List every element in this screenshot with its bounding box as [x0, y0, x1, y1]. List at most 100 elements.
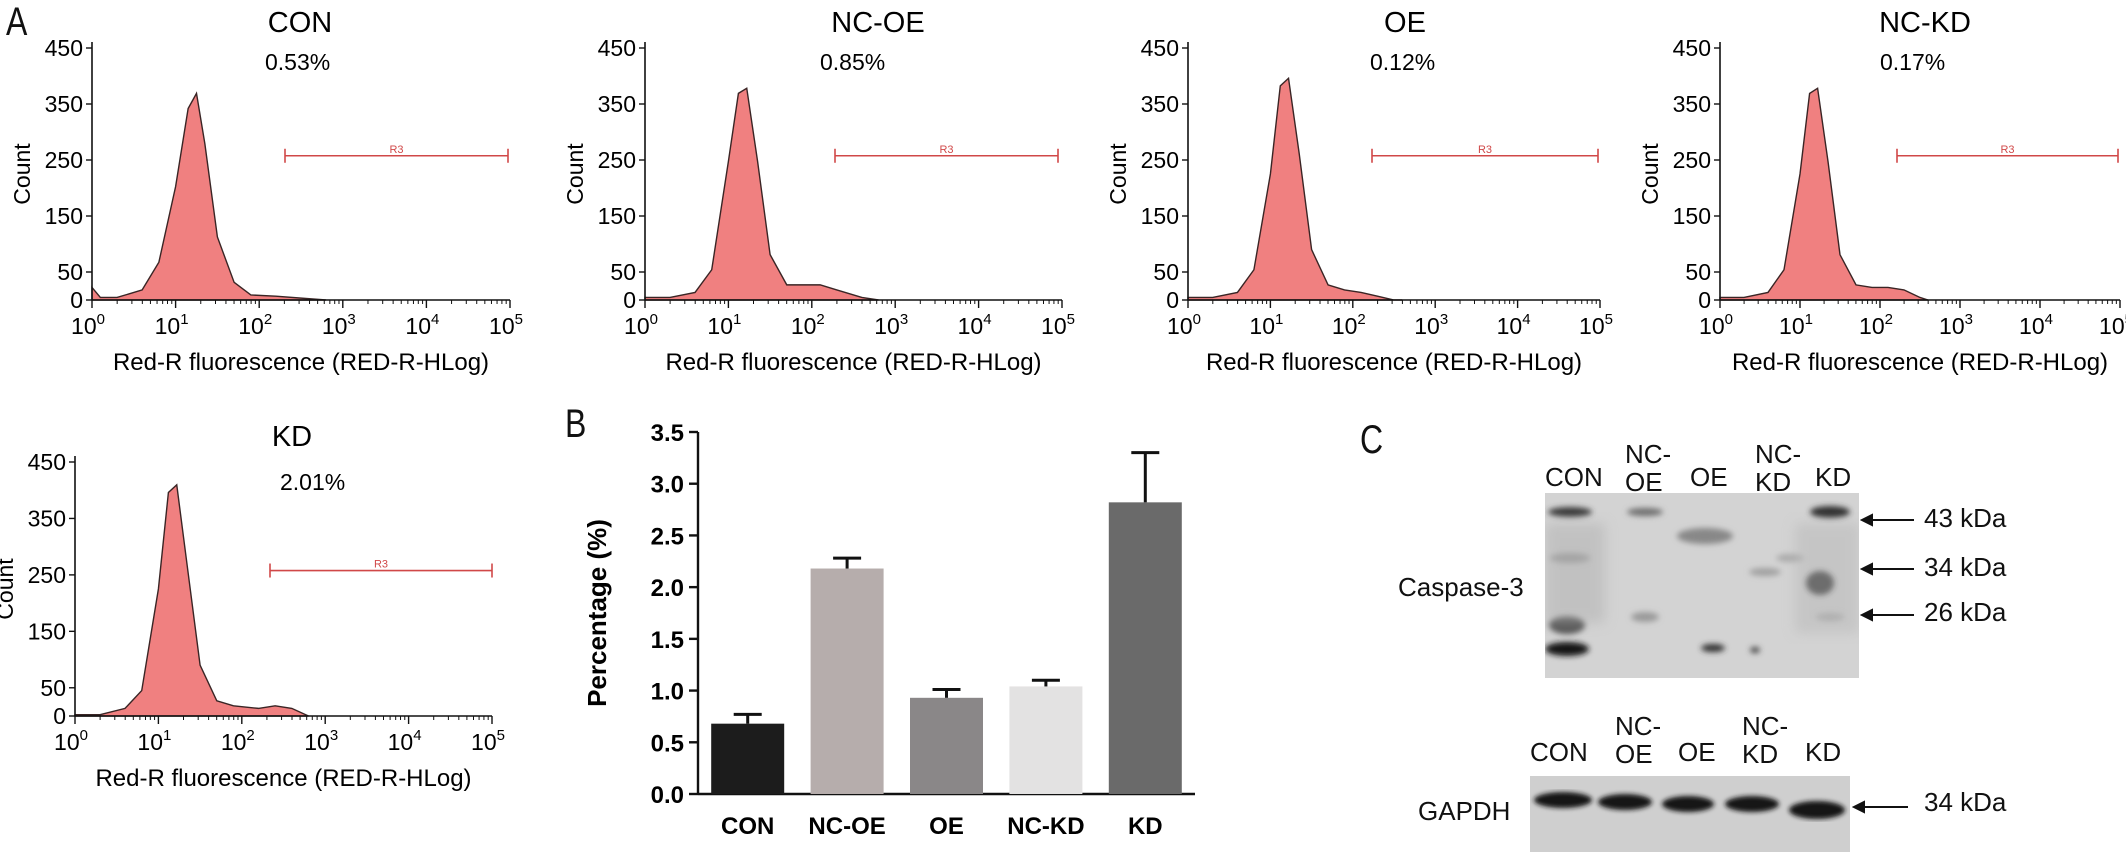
y-tick-label: 150: [45, 203, 83, 229]
panel-label-b: B: [565, 402, 587, 446]
bar-y-tick-label: 3.5: [651, 420, 684, 447]
bar-con: [711, 723, 785, 794]
x-tick-exponent: 4: [1522, 311, 1530, 328]
x-tick-exponent: 5: [1067, 311, 1075, 328]
y-tick-label: 250: [45, 147, 83, 173]
gate-label: R3: [939, 144, 953, 156]
x-axis-label: Red-R fluorescence (RED-R-HLog): [95, 765, 471, 792]
gapdh-lane-label-oe: OE: [1678, 737, 1716, 767]
x-tick-exponent: 1: [733, 311, 741, 328]
bar-nc-kd: [1009, 686, 1083, 794]
bar-y-tick-label: 1.5: [651, 627, 684, 654]
x-tick-exponent: 3: [1965, 311, 1973, 328]
x-axis-label: Red-R fluorescence (RED-R-HLog): [113, 349, 489, 376]
lane-label-nc-kd: NC- KD: [1755, 440, 1801, 496]
x-tick-exponent: 2: [264, 311, 272, 328]
lane-label-oe: OE: [1690, 462, 1728, 492]
bar-y-tick-label: 2.5: [651, 523, 684, 550]
gapdh-blot: [1530, 776, 1850, 852]
x-tick-exponent: 5: [1605, 311, 1613, 328]
x-tick-exponent: 4: [2045, 311, 2053, 328]
y-tick-label: 350: [45, 91, 83, 117]
histogram-con: [91, 91, 327, 301]
lane-label-kd: KD: [1815, 462, 1852, 492]
gate-label: R3: [389, 144, 403, 156]
x-tick-exponent: 0: [650, 311, 658, 328]
lane-label-nc-oe-2: OE: [1625, 467, 1663, 497]
y-tick-label: 450: [1673, 35, 1711, 61]
panel-label-a: A: [6, 0, 28, 44]
x-tick-exponent: 0: [1725, 311, 1733, 328]
y-tick-label: 50: [610, 259, 636, 285]
bar-chart-group: 0.0 0.5 1.0 1.5 2.0 2.5 3.0 3.5 Percentage (%) CO…: [582, 420, 1195, 840]
gate-label: R3: [1478, 144, 1492, 156]
gate-percent: 0.17%: [1880, 49, 1945, 75]
lane-label-nc-kd-2: KD: [1755, 467, 1792, 497]
gate-percent: 0.12%: [1370, 49, 1435, 75]
x-tick-exponent: 2: [246, 727, 254, 744]
x-tick-exponent: 5: [2125, 311, 2126, 328]
gapdh-lane-label-con: CON: [1530, 737, 1588, 767]
bar-category-label: CON: [721, 813, 774, 840]
y-tick-label: 50: [1685, 259, 1711, 285]
x-tick-exponent: 1: [1805, 311, 1813, 328]
y-tick-label: 450: [45, 35, 83, 61]
x-tick-exponent: 2: [816, 311, 824, 328]
x-tick-exponent: 0: [1193, 311, 1201, 328]
x-tick-exponent: 0: [97, 311, 105, 328]
histogram-kd: [74, 483, 309, 717]
x-tick-exponent: 3: [330, 727, 338, 744]
panel-label-c: C: [1360, 418, 1384, 462]
y-tick-label: 250: [1141, 147, 1179, 173]
marker-43kda: 43 kDa: [1924, 503, 2007, 533]
gate-label: R3: [2000, 144, 2014, 156]
gapdh-lane-label-nc-oe-1: NC-: [1615, 711, 1662, 741]
gate-label: R3: [374, 559, 388, 571]
gate-percent: 2.01%: [280, 469, 345, 495]
y-axis-label: Count: [1105, 143, 1131, 205]
gapdh-marker-arrow: [1852, 800, 1908, 814]
y-tick-label: 450: [598, 35, 636, 61]
bar-category-label: NC-KD: [1007, 813, 1084, 840]
x-tick-exponent: 4: [983, 311, 991, 328]
bar-category-label: NC-OE: [808, 813, 885, 840]
caspase-marker-arrows: [1860, 513, 1914, 622]
bar-category-label: KD: [1128, 813, 1163, 840]
x-tick-exponent: 3: [1440, 311, 1448, 328]
x-tick-label: 103: [1414, 311, 1448, 339]
x-tick-exponent: 1: [1275, 311, 1283, 328]
x-tick-exponent: 4: [413, 727, 421, 744]
histogram-nc-kd: [1719, 87, 1929, 301]
marker-26kda: 26 kDa: [1924, 597, 2007, 627]
lane-label-nc-kd-1: NC-: [1755, 439, 1802, 469]
y-tick-label: 0: [623, 287, 636, 313]
x-tick-exponent: 4: [431, 311, 439, 328]
y-axis-label: Count: [562, 143, 588, 205]
bar-kd: [1108, 502, 1182, 794]
x-tick-exponent: 5: [497, 727, 505, 744]
bar-nc-oe: [810, 568, 884, 794]
histogram-oe: [1187, 76, 1403, 301]
gapdh-lane-label-nc-kd-2: KD: [1742, 739, 1779, 769]
x-tick-exponent: 3: [900, 311, 908, 328]
y-tick-label: 250: [28, 562, 66, 588]
y-axis-label: Count: [0, 558, 18, 620]
y-tick-label: 150: [28, 618, 66, 644]
y-tick-label: 0: [1166, 287, 1179, 313]
y-tick-label: 50: [1153, 259, 1179, 285]
y-tick-label: 350: [1673, 91, 1711, 117]
gapdh-lane-label-kd: KD: [1805, 737, 1842, 767]
histogram-nc-oe: [644, 87, 879, 301]
bar-oe: [910, 697, 983, 794]
bar-y-tick-label: 0.5: [651, 730, 684, 757]
y-axis-label: Count: [1637, 143, 1663, 205]
lane-label-nc-oe-1: NC-: [1625, 439, 1672, 469]
panel-title: OE: [1384, 7, 1426, 39]
y-tick-label: 150: [598, 203, 636, 229]
gate-percent: 0.53%: [265, 49, 330, 75]
